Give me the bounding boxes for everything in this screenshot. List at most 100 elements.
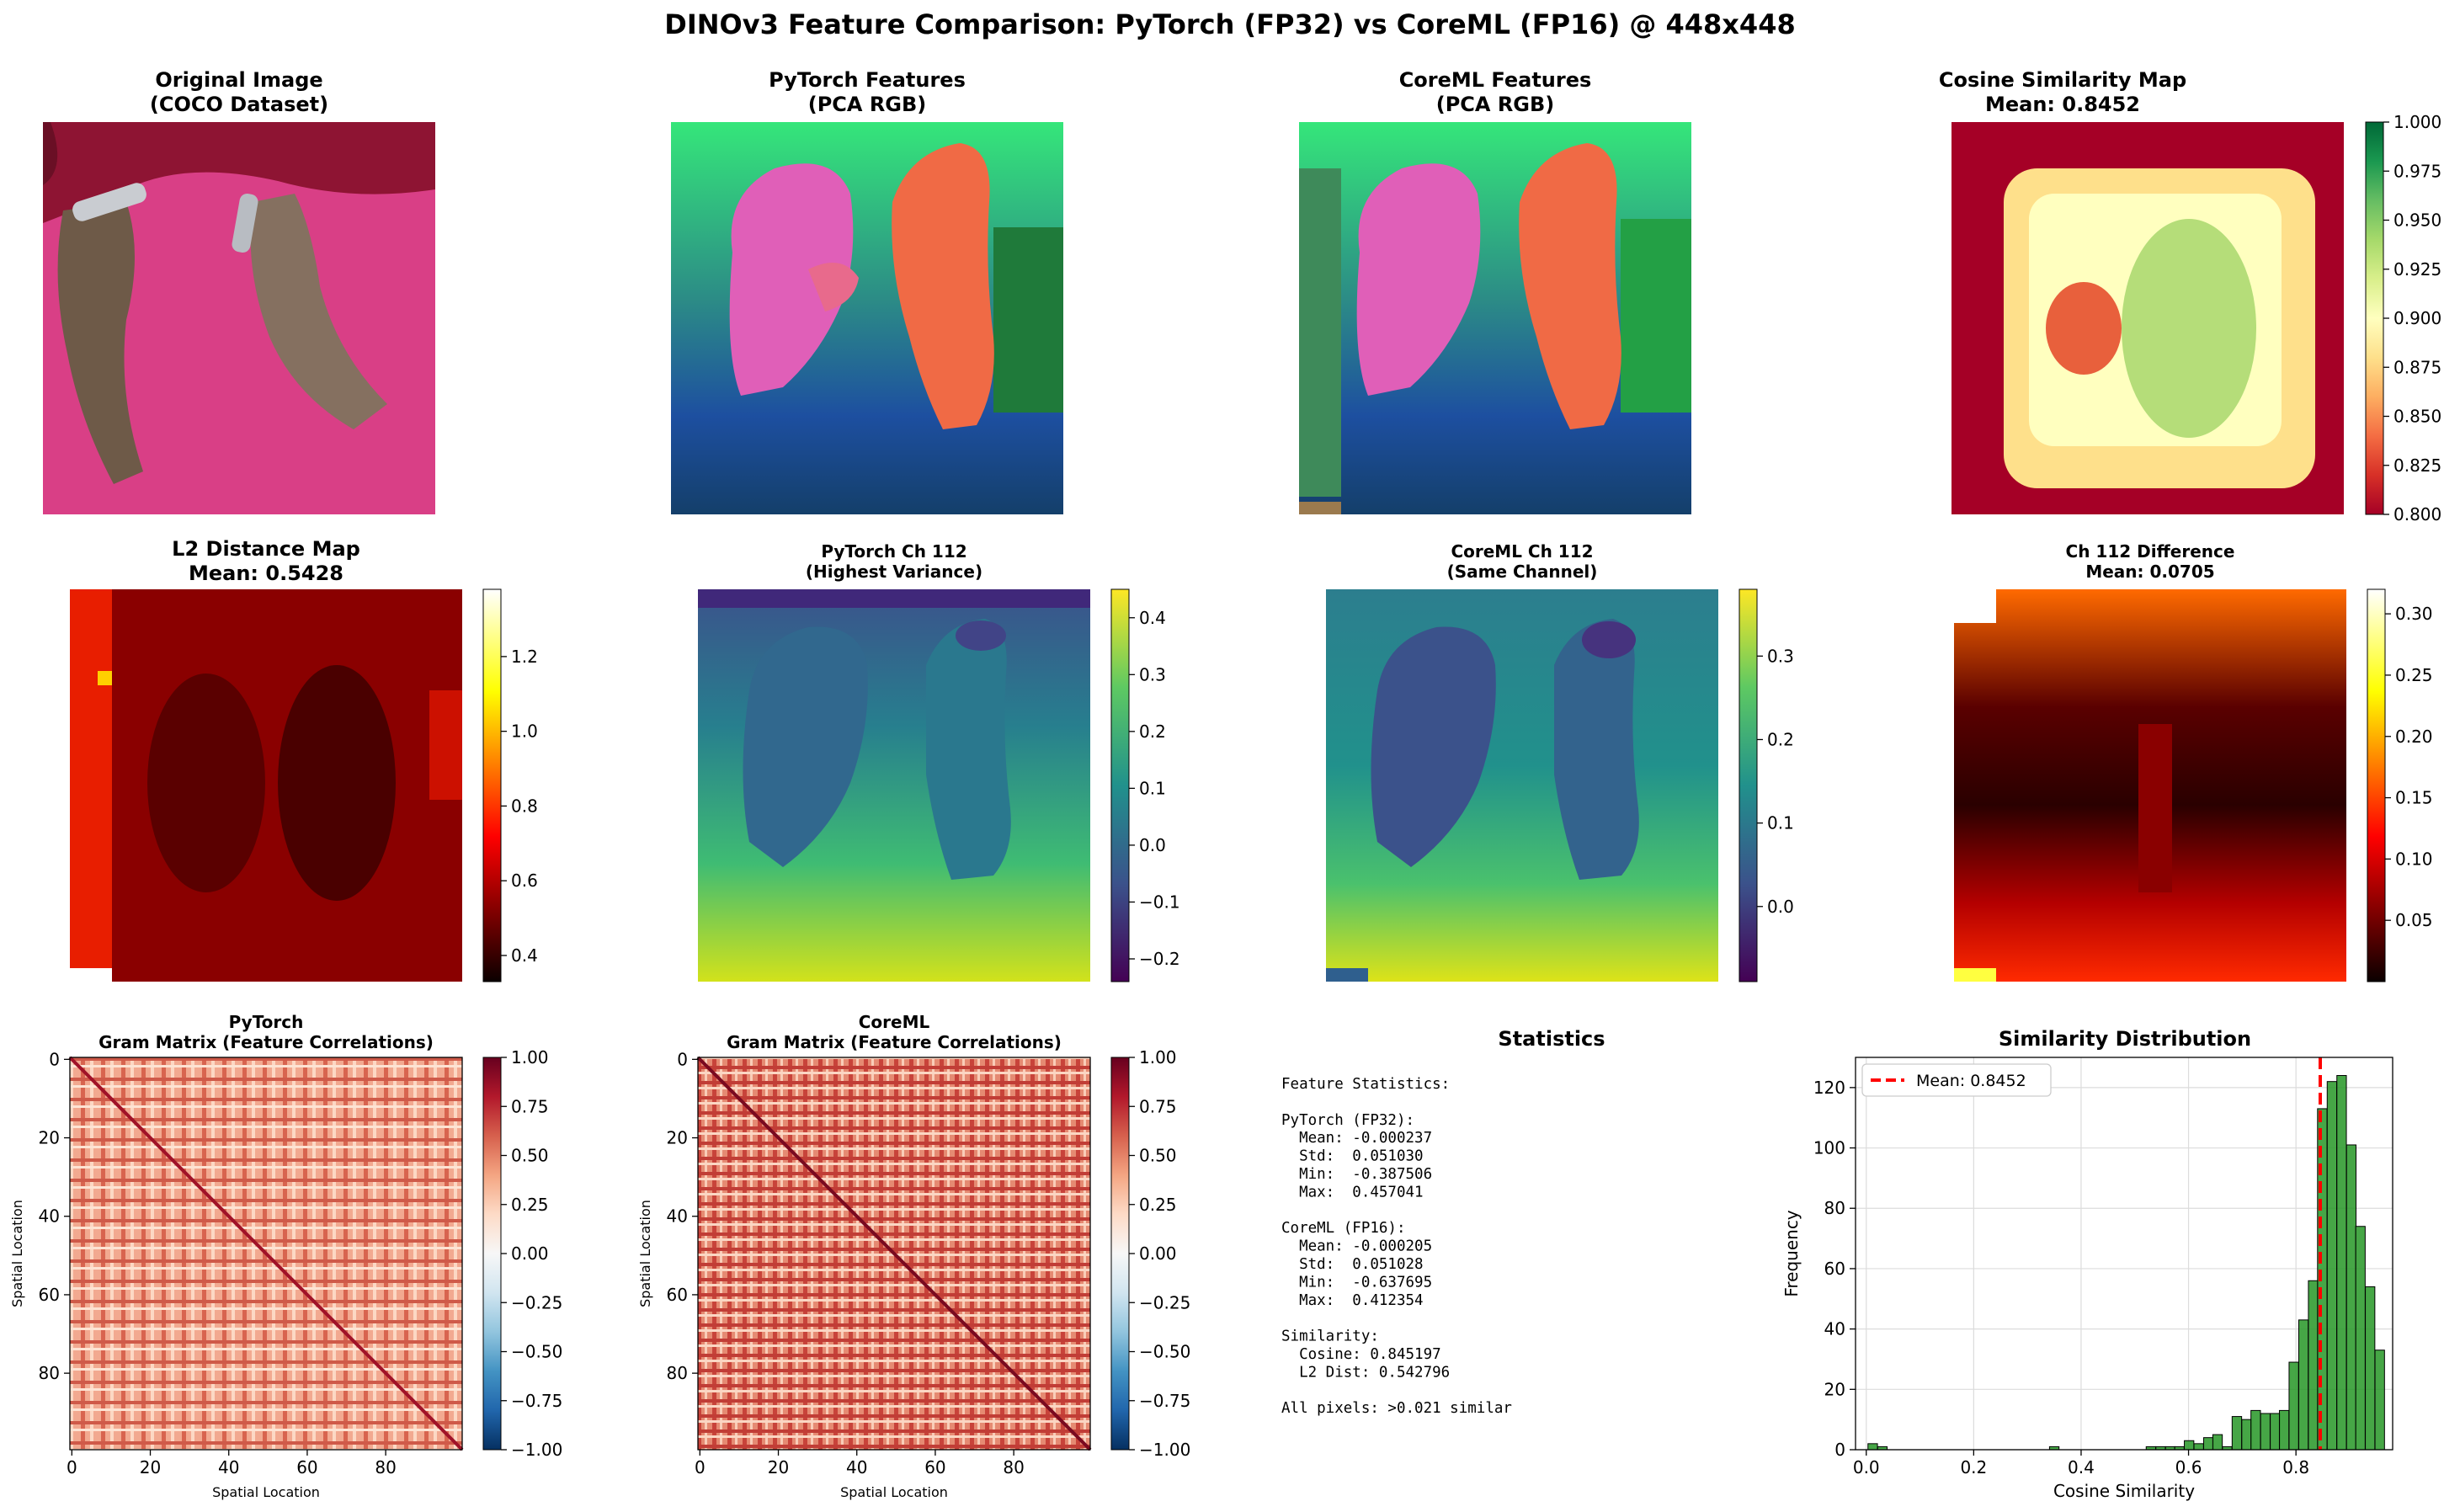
colorbar-tick-label: 1.2 (511, 647, 538, 667)
panel-subtitle: (Highest Variance) (806, 562, 982, 582)
x-tick-label: 80 (1003, 1457, 1024, 1477)
panel-subtitle: (PCA RGB) (808, 93, 927, 116)
legend: Mean: 0.8452 (1861, 1063, 2052, 1097)
panel-channel-difference: Ch 112 Difference Mean: 0.0705 0.050.100… (1954, 541, 2433, 982)
channel-corner (1326, 968, 1368, 982)
colorbar-tick-label: 0.25 (511, 1195, 549, 1215)
colorbar-tick-label: 0.00 (511, 1243, 549, 1264)
colorbar-tick-label: 0.50 (1139, 1146, 1177, 1166)
histogram-bar (2203, 1437, 2214, 1451)
difference-bottom-left (1954, 968, 1996, 982)
panel-title: Statistics (1498, 1027, 1605, 1051)
x-tick-label: 0 (67, 1457, 77, 1477)
chart-title: Similarity Distribution (1999, 1027, 2251, 1051)
panel-pytorch-pca: PyTorch Features (PCA RGB) (671, 68, 1063, 514)
statistics-line: L2 Dist: 0.542796 (1281, 1364, 1450, 1381)
panel-title: PyTorch Features (769, 68, 966, 92)
y-tick-label: 40 (39, 1206, 60, 1227)
statistics-line: PyTorch (FP32): (1281, 1112, 1414, 1129)
histogram-bar (2336, 1075, 2347, 1451)
panel-subtitle: (PCA RGB) (1436, 93, 1555, 116)
statistics-line: Max: 0.412354 (1281, 1292, 1424, 1309)
colorbar-tick-label: 0.20 (2395, 727, 2433, 747)
colorbar-tick-label: 0.0 (1767, 897, 1794, 917)
panel-title: L2 Distance Map (172, 537, 360, 561)
channel-cat-1 (743, 626, 868, 867)
panel-title: CoreML (859, 1012, 930, 1032)
colorbar-tick-label: 0.6 (511, 870, 538, 891)
panel-statistics: Statistics Feature Statistics: PyTorch (F… (1281, 1027, 1605, 1417)
channel-cat-1 (1371, 626, 1496, 867)
colorbar-tick-label: −0.75 (1139, 1391, 1190, 1411)
colorbar: −1.00 −0.75 −0.50 −0.25 0.00 0.25 0.50 0.75 1.00 (482, 1047, 562, 1460)
panel-subtitle: Gram Matrix (Feature Correlations) (99, 1032, 434, 1052)
x-axis-label: Spatial Location (212, 1484, 320, 1500)
statistics-line: Mean: -0.000237 (1281, 1130, 1432, 1147)
colorbar-tick-label: 0.0 (1139, 835, 1166, 855)
gram-diagonal (696, 1056, 1092, 1451)
y-tick-label: 60 (667, 1285, 688, 1305)
channel-cat-2 (1554, 619, 1639, 880)
x-axis-ticks: 0.0 0.2 0.4 0.6 0.8 (1853, 1450, 2309, 1477)
y-tick-label: 0 (49, 1049, 60, 1069)
x-tick-label: 0.8 (2282, 1457, 2309, 1477)
pca-salmon-region (892, 143, 994, 429)
statistics-line: Similarity: (1281, 1328, 1379, 1345)
difference-center-band (2138, 724, 2172, 892)
colorbar-tick-label: 0.10 (2395, 849, 2433, 869)
x-tick-label: 0.6 (2175, 1457, 2202, 1477)
x-tick-label: 40 (218, 1457, 239, 1477)
y-tick-label: 80 (667, 1363, 688, 1383)
colorbar-tick-label: 0.4 (1139, 608, 1166, 628)
pca-salmon-head (808, 263, 859, 311)
original-photo (43, 122, 435, 514)
colorbar-tick-label: 0.3 (1767, 646, 1794, 666)
l2-right-strip (429, 690, 462, 800)
l2-left-strip (70, 589, 112, 968)
colorbar-tick-label: 0.30 (2395, 604, 2433, 624)
colorbar-tick-label: 0.825 (2393, 455, 2441, 476)
pca-salmon-region (1519, 143, 1621, 429)
y-tick-label: 0 (1834, 1440, 1845, 1460)
colorbar: 0.05 0.10 0.15 0.20 0.25 0.30 (2367, 588, 2433, 982)
histogram-bar (2346, 1144, 2357, 1451)
y-tick-label: 20 (667, 1128, 688, 1148)
histogram-bar (2193, 1443, 2204, 1451)
panel-original-image: Original Image (COCO Dataset) (43, 68, 435, 514)
colorbar-tick-label: 0.75 (1139, 1096, 1177, 1116)
l2-dark-patch-1 (147, 673, 265, 892)
statistics-line: CoreML (FP16): (1281, 1220, 1406, 1237)
histogram-bar (2278, 1409, 2290, 1451)
l2-hot-cell (98, 671, 112, 685)
colorbar-tick-label: 1.00 (1139, 1047, 1177, 1067)
y-axis-label: Spatial Location (9, 1200, 25, 1307)
statistics-line: All pixels: >0.021 similar (1281, 1400, 1512, 1417)
colorbar: 0.0 0.1 0.2 0.3 (1739, 588, 1794, 982)
statistics-line: Cosine: 0.845197 (1281, 1346, 1441, 1363)
colorbar-tick-label: −0.25 (1139, 1292, 1190, 1312)
cosine-red-patch (2046, 282, 2122, 375)
colorbar-tick-label: −1.00 (511, 1440, 562, 1460)
colorbar-tick-label: 0.900 (2393, 308, 2441, 328)
pca-green-corner (1621, 219, 1691, 413)
difference-top-left (1954, 589, 1996, 623)
histogram-bar (2365, 1286, 2376, 1451)
pca-left-strip (1299, 168, 1341, 497)
colorbar-tick-label: 0.1 (1139, 778, 1166, 798)
colorbar-tick-label: −0.50 (511, 1342, 562, 1362)
x-axis-label: Cosine Similarity (2053, 1481, 2195, 1501)
channel-dark-spot (956, 620, 1006, 651)
colorbar-tick-label: −0.25 (511, 1292, 562, 1312)
statistics-text: Feature Statistics: PyTorch (FP32): Mean:… (1281, 1076, 1512, 1417)
histogram-bar (2355, 1226, 2366, 1451)
y-tick-label: 60 (1824, 1259, 1845, 1279)
colorbar-tick-label: −1.00 (1139, 1440, 1190, 1460)
colorbar: −1.00 −0.75 −0.50 −0.25 0.00 0.25 0.50 0.75 1.00 (1110, 1047, 1190, 1460)
x-tick-label: 40 (846, 1457, 867, 1477)
y-tick-label: 0 (677, 1049, 688, 1069)
colorbar-tick-label: 0.3 (1139, 664, 1166, 684)
colorbar-tick-label: 1.00 (511, 1047, 549, 1067)
histogram-bar (2260, 1413, 2271, 1451)
l2-heatmap (70, 589, 462, 982)
